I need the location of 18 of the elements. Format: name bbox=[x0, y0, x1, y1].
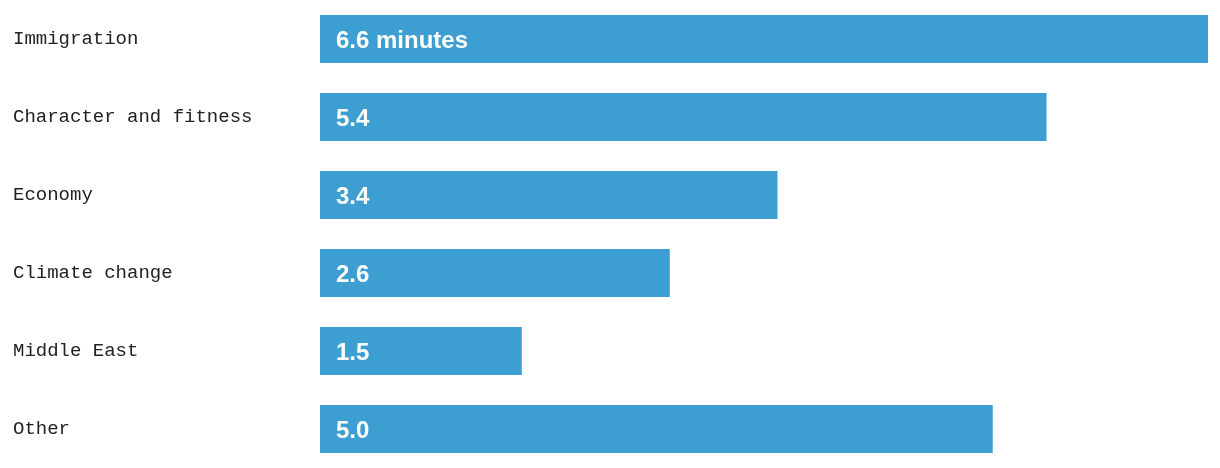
bar bbox=[320, 249, 670, 297]
bar bbox=[320, 327, 522, 375]
y-tick-label: Middle East bbox=[13, 340, 139, 362]
data-label: 5.0 bbox=[336, 415, 370, 443]
data-label: 6.6 minutes bbox=[336, 25, 469, 53]
data-label: 2.6 bbox=[336, 259, 370, 287]
bar bbox=[320, 93, 1047, 141]
y-tick-label: Other bbox=[13, 418, 71, 440]
y-tick-label: Climate change bbox=[13, 262, 173, 284]
data-label: 5.4 bbox=[336, 103, 371, 131]
bar bbox=[320, 15, 1208, 63]
y-tick-label: Immigration bbox=[13, 28, 139, 50]
y-tick-label: Economy bbox=[13, 184, 93, 206]
y-tick-label: Character and fitness bbox=[13, 106, 253, 128]
bar bbox=[320, 171, 778, 219]
bar bbox=[320, 405, 993, 453]
data-label: 3.4 bbox=[336, 181, 371, 209]
data-label: 1.5 bbox=[336, 337, 370, 365]
